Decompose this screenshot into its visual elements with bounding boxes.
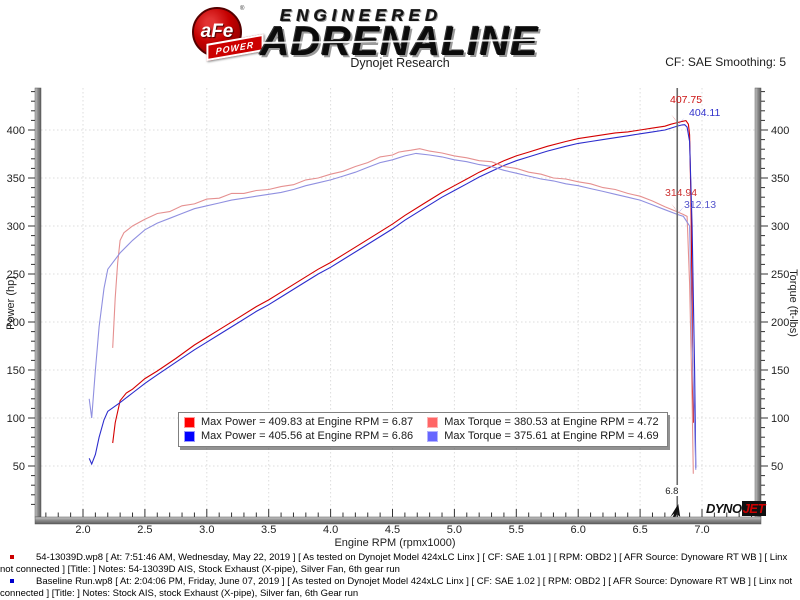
- svg-text:100: 100: [771, 413, 789, 425]
- svg-text:5.5: 5.5: [509, 524, 524, 536]
- svg-text:50: 50: [13, 461, 25, 473]
- svg-text:6.5: 6.5: [632, 524, 647, 536]
- run-2-text: Baseline Run.wp8 [ At: 2:04:06 PM, Frida…: [0, 576, 793, 599]
- value-annotation: 404.11: [677, 107, 720, 127]
- svg-text:4.5: 4.5: [385, 524, 400, 536]
- run-1-text: 54-13039D.wp8 [ At: 7:51:46 AM, Wednesda…: [0, 552, 788, 575]
- cursor-rpm-label: 6.8: [665, 486, 678, 497]
- svg-text:312.13: 312.13: [684, 199, 716, 211]
- legend-swatch-icon: [184, 416, 195, 428]
- brand-header: aFe ® POWER ENGINEERED ADRENALINE: [185, 4, 625, 64]
- dyno-curves: [88, 119, 697, 474]
- svg-text:2.5: 2.5: [137, 524, 152, 536]
- legend-label: Max Torque = 375.61 at Engine RPM = 4.69: [444, 430, 659, 442]
- dynojet-logo: DYNOJET: [706, 501, 766, 516]
- svg-text:150: 150: [771, 365, 789, 377]
- registered-trademark-icon: ®: [240, 6, 245, 12]
- right-axis-title: Torque (ft-lbs): [787, 269, 799, 337]
- legend-entry: Max Power = 409.83 at Engine RPM = 6.87: [184, 415, 413, 429]
- legend-entry: Max Torque = 380.53 at Engine RPM = 4.72: [427, 415, 659, 429]
- svg-text:2.0: 2.0: [75, 524, 90, 536]
- run-1-description: 54-13039D.wp8 [ At: 7:51:46 AM, Wednesda…: [0, 552, 798, 575]
- curve-torque-baseline: [88, 152, 697, 470]
- svg-text:7.0: 7.0: [694, 524, 709, 536]
- svg-text:150: 150: [7, 365, 25, 377]
- legend-entry: Max Torque = 375.61 at Engine RPM = 4.69: [427, 429, 659, 443]
- svg-text:250: 250: [771, 269, 789, 281]
- curve-power-54-13039d: [112, 119, 694, 444]
- run-2-description: Baseline Run.wp8 [ At: 2:04:06 PM, Frida…: [0, 576, 798, 599]
- smoothing-setting-label: CF: SAE Smoothing: 5: [665, 55, 786, 69]
- curve-power-baseline: [88, 124, 697, 468]
- svg-text:300: 300: [7, 221, 25, 233]
- legend-label: Max Torque = 380.53 at Engine RPM = 4.72: [444, 416, 659, 428]
- run-1-bullet-icon: [10, 555, 14, 559]
- legend-swatch-icon: [427, 416, 439, 428]
- run-2-bullet-icon: [10, 579, 14, 583]
- max-values-legend: Max Power = 409.83 at Engine RPM = 6.87 M…: [178, 412, 668, 447]
- svg-text:6.0: 6.0: [571, 524, 586, 536]
- run-descriptions: 54-13039D.wp8 [ At: 7:51:46 AM, Wednesda…: [0, 552, 798, 600]
- axis-ticks: [28, 91, 768, 517]
- svg-text:350: 350: [7, 173, 25, 185]
- svg-text:3.5: 3.5: [261, 524, 276, 536]
- svg-text:200: 200: [7, 317, 25, 329]
- value-annotation: 407.75: [670, 94, 702, 123]
- svg-text:3.0: 3.0: [199, 524, 214, 536]
- legend-swatch-icon: [427, 430, 439, 442]
- svg-text:407.75: 407.75: [670, 94, 702, 106]
- axis-bars: [34, 87, 762, 525]
- svg-text:4.0: 4.0: [323, 524, 338, 536]
- svg-text:100: 100: [7, 413, 25, 425]
- dynojet-logo-part2: JET: [741, 501, 766, 516]
- svg-text:404.11: 404.11: [689, 107, 720, 119]
- afe-power-logo: aFe ® POWER: [190, 6, 264, 62]
- curve-torque-54-13039d: [112, 148, 694, 474]
- value-annotation: 312.13: [677, 199, 716, 215]
- svg-text:400: 400: [771, 125, 789, 137]
- svg-text:5.0: 5.0: [447, 524, 462, 536]
- legend-label: Max Power = 409.83 at Engine RPM = 6.87: [201, 416, 414, 428]
- svg-text:50: 50: [771, 461, 783, 473]
- legend-swatch-icon: [184, 430, 195, 442]
- chart-subtitle: Dynojet Research: [350, 56, 450, 70]
- svg-text:Engine RPM (rpmx1000): Engine RPM (rpmx1000): [334, 537, 455, 549]
- svg-text:300: 300: [771, 221, 789, 233]
- legend-label: Max Power = 405.56 at Engine RPM = 6.86: [201, 430, 414, 442]
- svg-text:200: 200: [771, 317, 789, 329]
- value-annotation: 314.94: [665, 187, 697, 212]
- svg-text:314.94: 314.94: [665, 187, 697, 199]
- legend-entry: Max Power = 405.56 at Engine RPM = 6.86: [184, 429, 413, 443]
- svg-text:250: 250: [7, 269, 25, 281]
- brand-engineered-text: ENGINEERED: [280, 6, 443, 25]
- pointer-cursor-icon: [670, 504, 681, 520]
- dynojet-logo-part1: DYNO: [706, 501, 742, 516]
- rpm-cursor[interactable]: 6.8: [664, 88, 681, 520]
- svg-text:400: 400: [7, 125, 25, 137]
- svg-text:350: 350: [771, 173, 789, 185]
- axis-tick-labels: 2.0 2.5 3.0 3.5 4.0 4.5 5.0 5.5 6.0 6.5 7.0 Engine …: [5, 125, 799, 549]
- left-axis-title: Power (hp): [5, 276, 17, 330]
